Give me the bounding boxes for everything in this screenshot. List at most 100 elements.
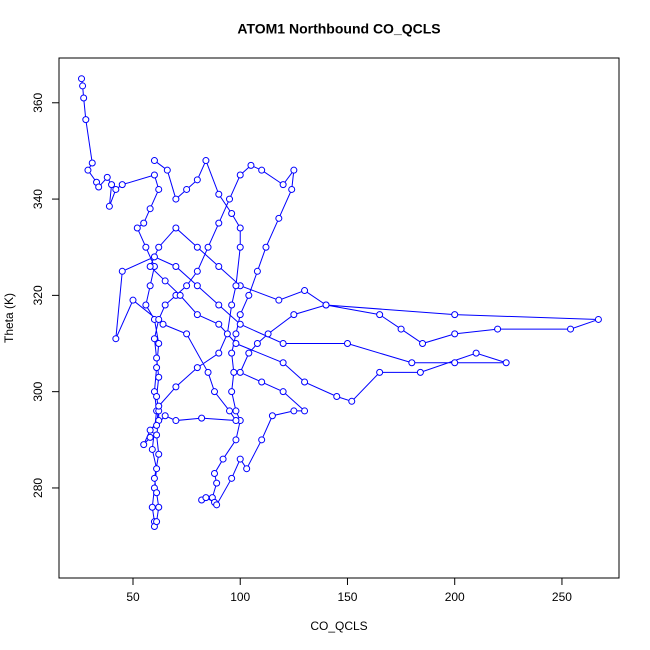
plot-box bbox=[58, 57, 620, 579]
data-point bbox=[253, 267, 261, 275]
data-point bbox=[204, 243, 212, 251]
data-point bbox=[228, 349, 236, 357]
data-point bbox=[146, 426, 154, 434]
data-point bbox=[146, 205, 154, 213]
data-point bbox=[215, 349, 223, 357]
data-point bbox=[451, 359, 459, 367]
data-point bbox=[155, 243, 163, 251]
data-point bbox=[279, 340, 287, 348]
data-point bbox=[204, 368, 212, 376]
data-point bbox=[215, 219, 223, 227]
data-point bbox=[148, 445, 156, 453]
data-point bbox=[133, 224, 141, 232]
data-point bbox=[161, 277, 169, 285]
data-point bbox=[103, 173, 111, 181]
chart-title: ATOM1 Northbound CO_QCLS bbox=[237, 21, 440, 37]
y-tick-label: 340 bbox=[31, 189, 45, 209]
data-point bbox=[153, 518, 161, 526]
data-point bbox=[594, 315, 602, 323]
data-point bbox=[451, 311, 459, 319]
data-point bbox=[451, 330, 459, 338]
data-point bbox=[232, 330, 240, 338]
data-point bbox=[279, 181, 287, 189]
data-point bbox=[275, 296, 283, 304]
data-point bbox=[142, 243, 150, 251]
data-point bbox=[215, 262, 223, 270]
data-point bbox=[419, 340, 427, 348]
data-point bbox=[118, 181, 126, 189]
data-point bbox=[213, 479, 221, 487]
data-point bbox=[301, 287, 309, 295]
data-point bbox=[150, 335, 158, 343]
x-tick-label: 100 bbox=[230, 590, 250, 604]
data-point bbox=[288, 185, 296, 193]
data-point bbox=[232, 417, 240, 425]
data-point bbox=[376, 311, 384, 319]
data-point bbox=[155, 402, 163, 410]
data-point bbox=[236, 455, 244, 463]
data-point bbox=[228, 388, 236, 396]
data-point bbox=[146, 433, 154, 441]
data-point bbox=[290, 166, 298, 174]
data-point bbox=[219, 455, 227, 463]
data-point bbox=[202, 494, 210, 502]
data-point bbox=[112, 185, 120, 193]
data-point bbox=[155, 373, 163, 381]
data-point bbox=[236, 224, 244, 232]
data-point bbox=[183, 185, 191, 193]
data-point bbox=[142, 301, 150, 309]
data-point bbox=[258, 436, 266, 444]
data-point bbox=[153, 364, 161, 372]
data-point bbox=[153, 489, 161, 497]
data-point bbox=[213, 501, 221, 509]
data-point bbox=[153, 392, 161, 400]
data-point bbox=[183, 282, 191, 290]
data-point bbox=[245, 349, 253, 357]
y-tick-label: 360 bbox=[31, 92, 45, 112]
data-point bbox=[82, 116, 90, 124]
data-point bbox=[80, 94, 88, 102]
data-point bbox=[193, 243, 201, 251]
data-point bbox=[279, 359, 287, 367]
data-point bbox=[140, 441, 148, 449]
data-point bbox=[176, 291, 184, 299]
data-point bbox=[264, 330, 272, 338]
data-point bbox=[236, 368, 244, 376]
data-point bbox=[78, 75, 86, 83]
data-point bbox=[155, 185, 163, 193]
data-point bbox=[408, 359, 416, 367]
x-tick-label: 250 bbox=[552, 590, 572, 604]
data-point bbox=[236, 311, 244, 319]
data-point bbox=[153, 465, 161, 473]
data-point bbox=[232, 282, 240, 290]
data-point bbox=[150, 171, 158, 179]
data-point bbox=[161, 412, 169, 420]
data-point bbox=[129, 296, 137, 304]
data-point bbox=[226, 195, 234, 203]
data-point bbox=[333, 392, 341, 400]
x-tick-label: 200 bbox=[445, 590, 465, 604]
data-point bbox=[198, 414, 206, 422]
data-point bbox=[228, 301, 236, 309]
data-point bbox=[150, 474, 158, 482]
y-tick-label: 320 bbox=[31, 285, 45, 305]
data-point bbox=[95, 183, 103, 191]
data-point bbox=[210, 388, 218, 396]
data-point bbox=[275, 214, 283, 222]
data-point bbox=[232, 340, 240, 348]
data-point bbox=[159, 320, 167, 328]
data-point bbox=[397, 325, 405, 333]
data-point bbox=[112, 335, 120, 343]
data-point bbox=[258, 166, 266, 174]
data-point bbox=[232, 407, 240, 415]
data-point bbox=[236, 320, 244, 328]
data-point bbox=[105, 202, 113, 210]
data-point bbox=[279, 388, 287, 396]
data-point bbox=[193, 267, 201, 275]
data-point bbox=[193, 176, 201, 184]
data-point bbox=[232, 436, 240, 444]
data-point bbox=[193, 364, 201, 372]
data-point bbox=[172, 262, 180, 270]
y-axis-label: Theta (K) bbox=[2, 293, 16, 343]
